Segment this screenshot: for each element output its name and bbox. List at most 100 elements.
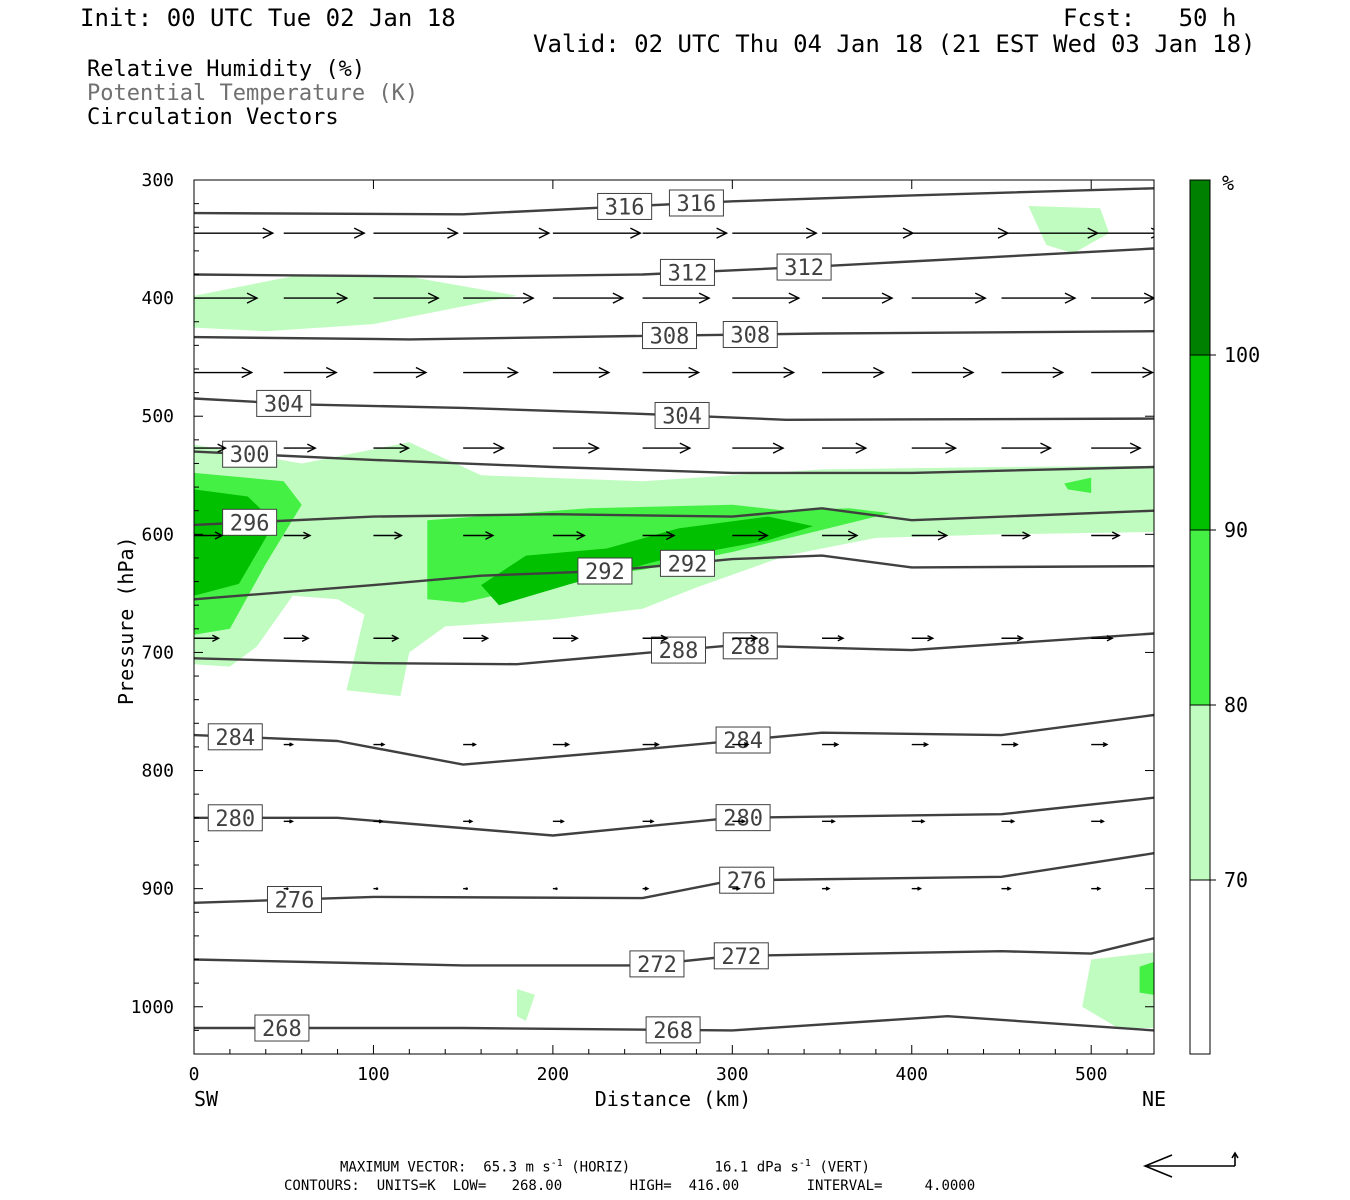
circulation-vector	[283, 887, 289, 890]
theta-contour-300	[194, 450, 1154, 475]
rh-region-70	[1028, 206, 1110, 254]
theta-label-box	[629, 950, 685, 978]
circulation-vector	[822, 819, 836, 824]
theta-contour-296	[194, 507, 1154, 527]
circulation-vector	[1001, 741, 1019, 748]
circulation-vector	[373, 634, 400, 642]
theta-label-box	[776, 253, 832, 281]
theta-label-box	[266, 886, 322, 914]
circulation-vector	[463, 292, 535, 304]
circulation-vector	[1091, 227, 1154, 239]
circulation-vector	[373, 443, 411, 454]
circulation-vector	[1001, 635, 1025, 642]
circulation-vector	[1001, 819, 1016, 824]
theta-contour-316	[194, 187, 1154, 216]
x-tick-label: 0	[189, 1064, 200, 1085]
theta-label-box	[207, 723, 263, 751]
circulation-vector	[373, 292, 440, 304]
theta-label-box	[645, 1016, 701, 1044]
theta-label: 304	[264, 392, 304, 417]
theta-label: 304	[662, 404, 702, 429]
circulation-vector	[911, 819, 926, 824]
colorbar-segment	[1190, 880, 1210, 1054]
theta-label: 308	[650, 325, 690, 350]
axes-layer: 300 400 500 600 700 800 900 1000 0 100 200 300 400 50…	[131, 170, 1154, 1085]
circulation-vector	[283, 634, 310, 642]
theta-label: 284	[215, 726, 255, 751]
circulation-vector	[822, 635, 845, 642]
theta-contour-288	[194, 632, 1154, 666]
colorbar-unit: %	[1222, 171, 1234, 195]
y-tick-label: 500	[141, 406, 174, 427]
theta-label-box	[577, 557, 633, 585]
forecast-hour: Fcst: 50 h	[1063, 4, 1237, 32]
theta-label: 276	[727, 869, 767, 894]
y-tick-label: 600	[141, 524, 174, 545]
y-tick-label: 700	[141, 642, 174, 663]
theta-label-box	[254, 1014, 310, 1042]
rh-region-80	[1064, 477, 1092, 493]
theta-label-box	[597, 192, 653, 220]
circulation-vector	[373, 742, 386, 747]
rh-region-70	[1082, 952, 1154, 1028]
circulation-vector	[552, 442, 600, 454]
theta-label: 296	[230, 511, 270, 536]
circulation-vector	[1091, 886, 1102, 891]
legend-relative-humidity: Relative Humidity (%)	[87, 57, 366, 82]
circulation-vector	[732, 292, 801, 304]
theta-label-box	[715, 804, 771, 832]
theta-label: 312	[784, 256, 824, 281]
circulation-vector	[642, 227, 729, 239]
circulation-vector	[552, 634, 579, 642]
circulation-vector	[1091, 635, 1114, 642]
circulation-vector	[463, 227, 551, 239]
circulation-vector	[1091, 442, 1142, 454]
footer-max-vector: MAXIMUM VECTOR: 65.3 m s-1 (HORIZ) 16.1 …	[340, 1158, 870, 1176]
circulation-vector	[642, 819, 655, 824]
theta-label: 276	[275, 889, 315, 914]
x-axis-label: Distance (km)	[595, 1087, 752, 1111]
theta-contour-layer: 316 316 312 312 308 308 304 304 300 296 292 292 288 2…	[194, 187, 1154, 1044]
theta-label: 300	[230, 443, 270, 468]
circulation-vector	[373, 531, 404, 540]
circulation-vector	[283, 819, 295, 824]
legend-potential-temperature: Potential Temperature (K)	[87, 81, 419, 106]
circulation-vector	[822, 530, 859, 541]
circulation-vector	[911, 227, 1010, 239]
circulation-vector	[911, 886, 923, 891]
theta-label-box	[722, 632, 778, 660]
plot-frame	[193, 179, 1155, 1055]
circulation-vector	[822, 366, 885, 379]
circulation-vector	[1001, 292, 1077, 304]
circulation-vector	[463, 531, 495, 540]
footer-contours: CONTOURS: UNITS=K LOW= 268.00 HIGH= 416.…	[284, 1178, 976, 1194]
circulation-vector	[552, 819, 565, 824]
circulation-vector	[642, 292, 711, 304]
theta-label-box	[668, 189, 724, 217]
circulation-vector	[1001, 366, 1065, 379]
circulation-vector	[732, 634, 759, 642]
circulation-vector	[552, 366, 611, 379]
circulation-vector	[822, 442, 868, 454]
theta-label: 292	[668, 552, 708, 577]
legend-circulation-vectors: Circulation Vectors	[87, 105, 339, 130]
theta-label-box	[722, 320, 778, 348]
theta-label-box	[650, 636, 706, 664]
colorbar-label: 70	[1224, 868, 1248, 892]
theta-label: 316	[605, 195, 645, 220]
circulation-vector	[1091, 819, 1106, 824]
theta-label: 288	[659, 639, 699, 664]
theta-label-box	[256, 389, 312, 417]
circulation-vector	[642, 366, 701, 379]
circulation-vector	[283, 292, 349, 304]
theta-label-box	[713, 942, 769, 970]
theta-label-box	[222, 508, 278, 536]
theta-label: 312	[668, 261, 708, 286]
theta-label-box	[659, 258, 715, 286]
circulation-vector	[463, 634, 490, 642]
reference-vector	[1142, 1151, 1239, 1178]
x-tick-label: 200	[537, 1064, 570, 1085]
x-tick-label: 300	[716, 1064, 749, 1085]
colorbar-segment	[1190, 530, 1210, 705]
